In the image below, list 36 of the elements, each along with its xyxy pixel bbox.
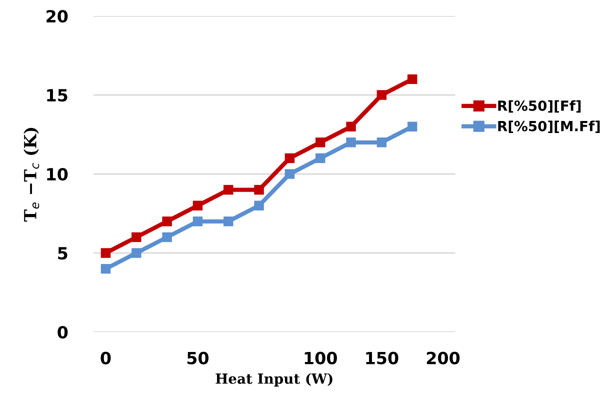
legend-label: R[%50][Ff] <box>498 100 581 113</box>
y-tick-label: 20 <box>46 10 68 23</box>
y-tick-label: 5 <box>58 247 68 260</box>
point <box>162 216 172 226</box>
point <box>407 122 418 132</box>
x-tick-label: 150 <box>366 352 398 364</box>
point <box>254 200 264 210</box>
x-tick-label: 50 <box>187 352 209 364</box>
point <box>132 248 142 258</box>
point <box>315 138 326 148</box>
point <box>284 169 295 179</box>
point <box>100 248 111 258</box>
x-tick-label: 0 <box>100 352 111 364</box>
point <box>346 122 356 132</box>
point <box>315 153 326 164</box>
x-tick-label: 100 <box>304 352 337 364</box>
x-tick-label: 200 <box>426 352 460 364</box>
point <box>192 200 203 210</box>
y-tick-label: 15 <box>47 89 68 102</box>
y-axis-title: T$_{e}$ −T$_{c}$ (K) <box>24 128 40 222</box>
point <box>192 216 203 226</box>
point <box>284 153 295 164</box>
y-tick-label: 0 <box>58 326 68 339</box>
point <box>346 138 356 148</box>
y-tick-label: 10 <box>47 168 68 181</box>
legend-label: R[%50][M.Ff] <box>498 120 600 133</box>
x-axis-title: Heat Input (W) <box>216 373 332 387</box>
point <box>224 216 234 226</box>
point <box>132 232 142 242</box>
point <box>407 74 418 84</box>
point <box>376 138 387 148</box>
point <box>162 232 172 242</box>
point <box>224 184 234 195</box>
point <box>254 184 264 195</box>
point <box>376 90 387 100</box>
point <box>100 264 111 274</box>
